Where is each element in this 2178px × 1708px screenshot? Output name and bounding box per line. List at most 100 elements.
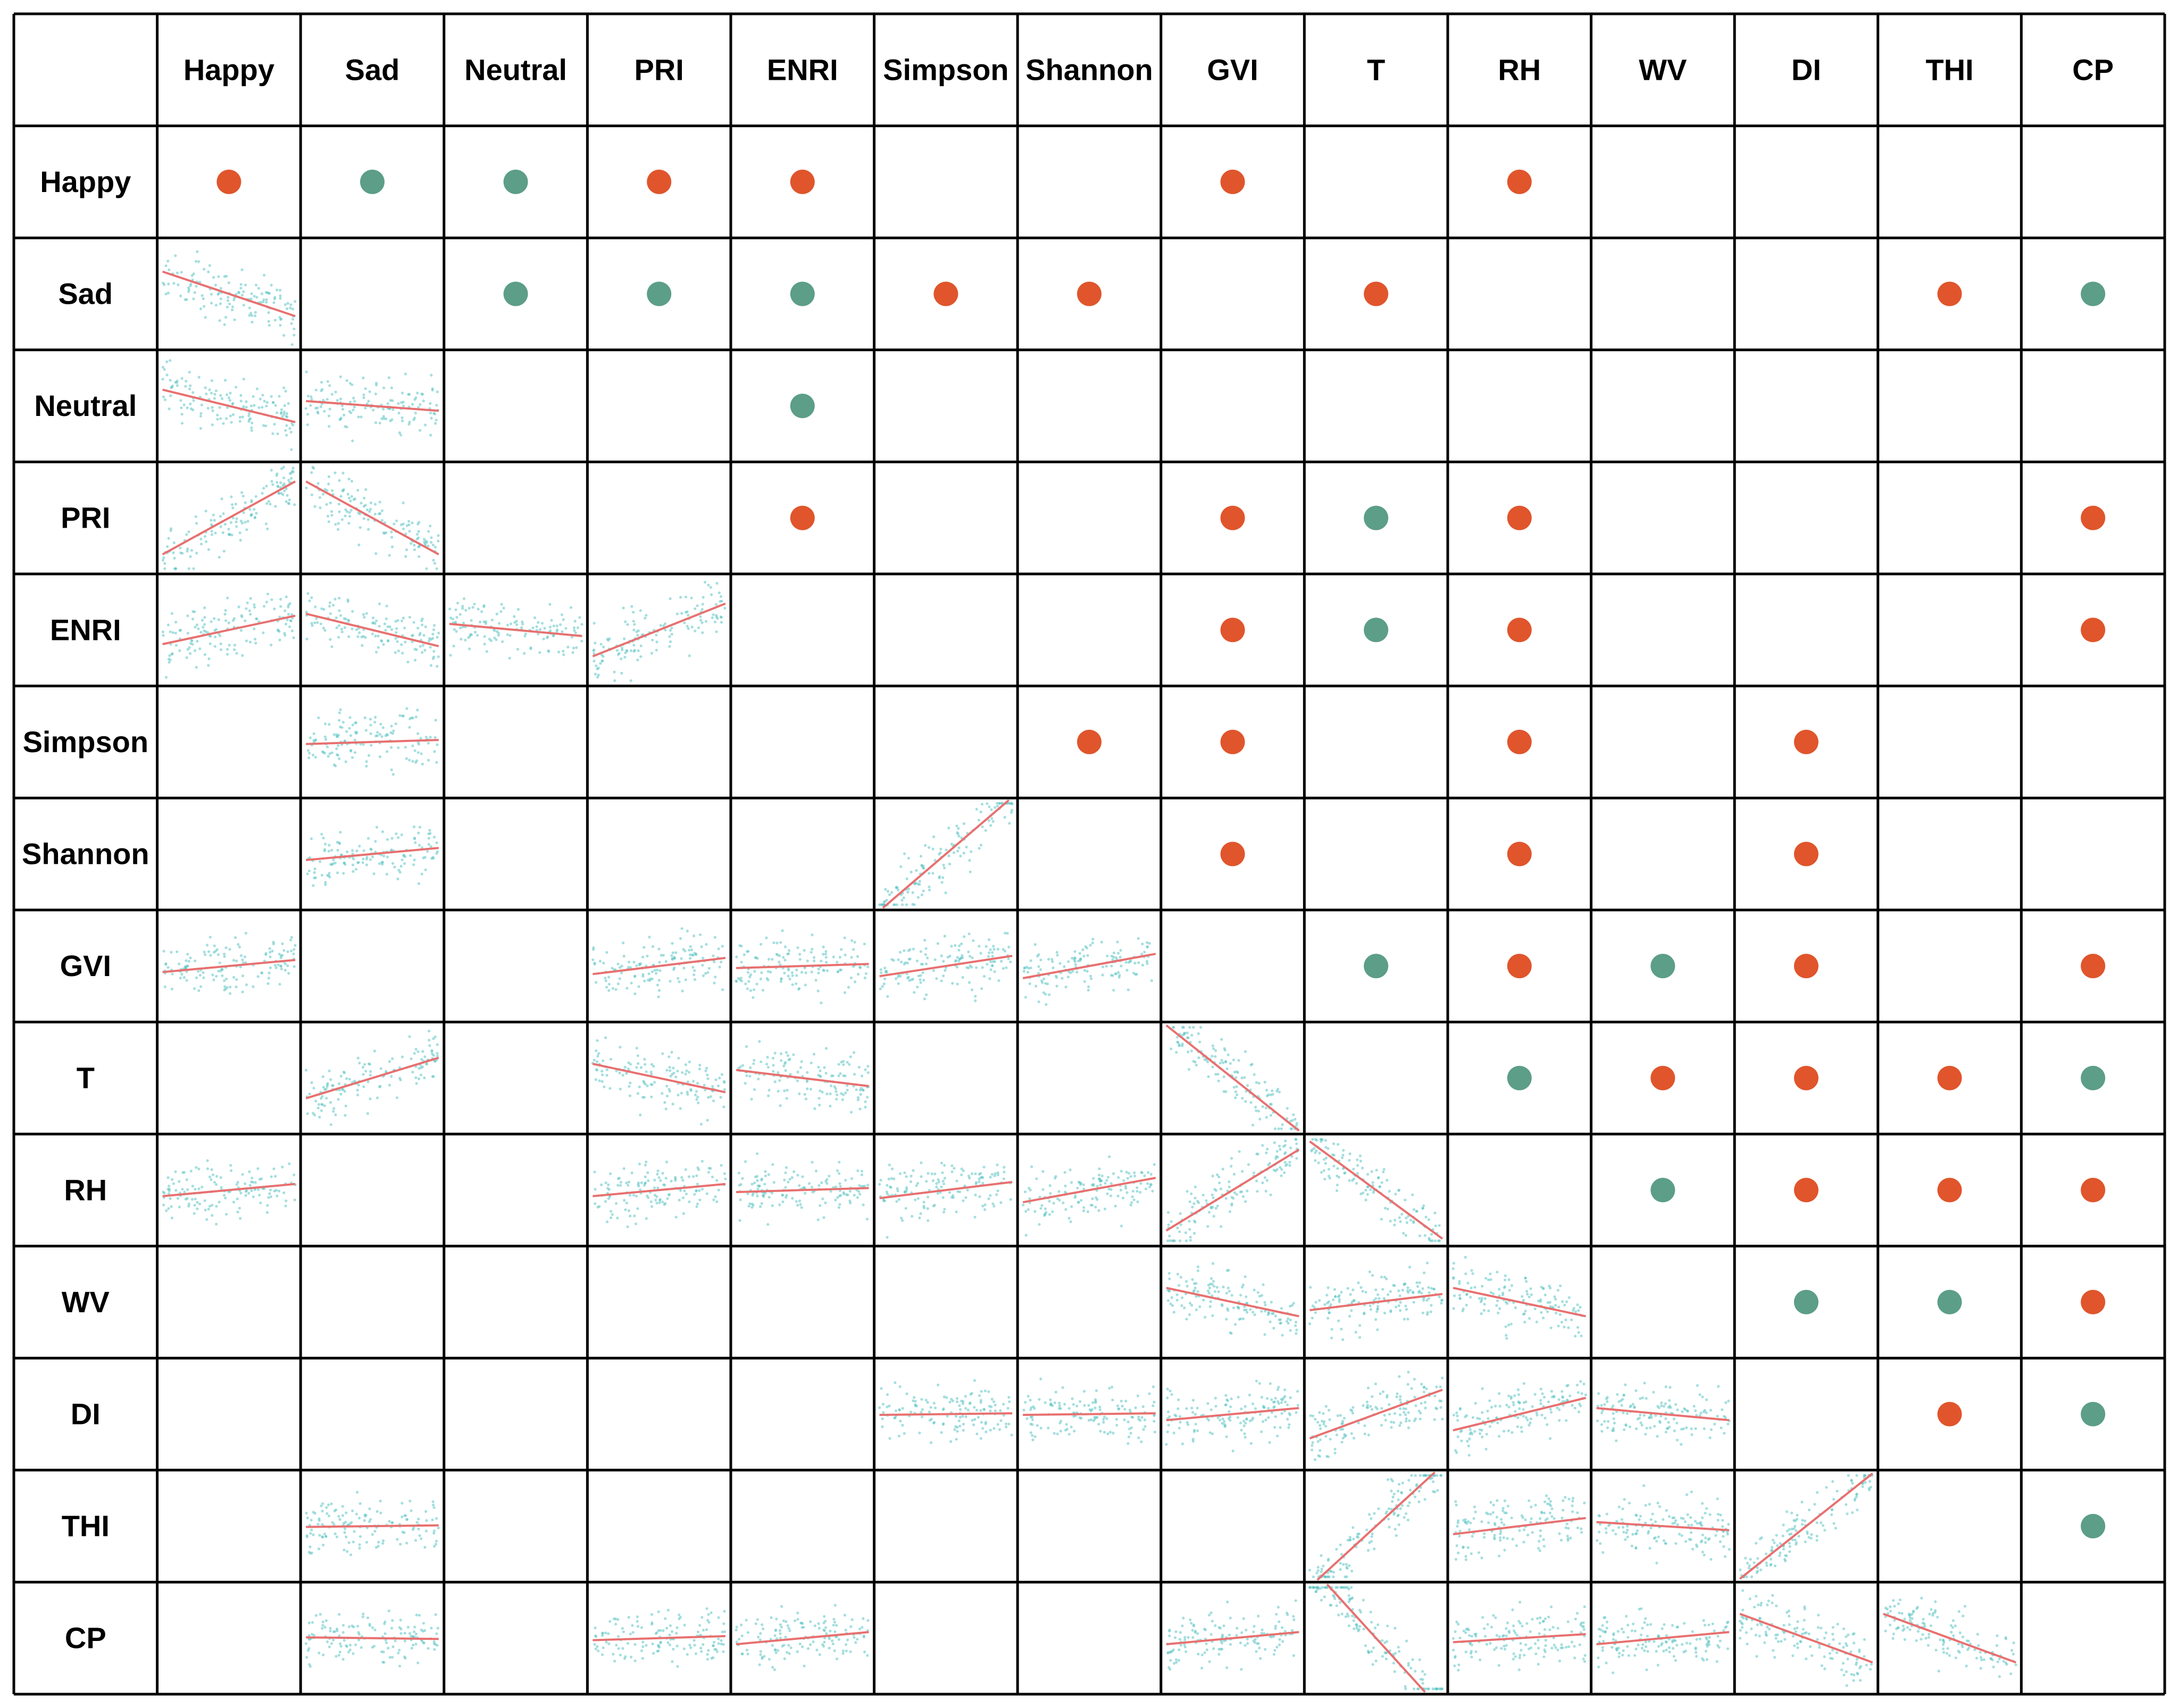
scatter-point — [1027, 1208, 1030, 1211]
scatter-point — [213, 1181, 216, 1184]
scatter-point — [1153, 1420, 1156, 1423]
scatter-point — [783, 1062, 787, 1065]
scatter-point — [230, 421, 233, 424]
scatter-point — [389, 731, 393, 734]
scatter-point — [842, 1093, 845, 1096]
scatter-point — [633, 1214, 636, 1218]
scatter-point — [219, 302, 222, 305]
scatter-point — [1099, 1430, 1102, 1433]
scatter-point — [1128, 1427, 1131, 1430]
scatter-point — [656, 1186, 660, 1189]
scatter-point — [380, 509, 384, 512]
scatter-point — [431, 1053, 434, 1056]
scatter-point — [1384, 1419, 1387, 1422]
scatter-point — [1120, 1399, 1123, 1403]
scatter-point — [1239, 1317, 1242, 1320]
scatter-point — [282, 413, 286, 416]
scatter-point — [836, 961, 839, 964]
scatter-point — [356, 635, 360, 638]
scatter-point — [427, 843, 430, 846]
scatter-point — [217, 618, 220, 621]
scatter-point — [1094, 1205, 1097, 1209]
scatter-point — [1149, 1183, 1153, 1186]
scatter-point — [896, 1189, 899, 1193]
scatter-point — [1143, 1418, 1146, 1421]
scatter-point — [174, 567, 178, 570]
scatter-point — [959, 854, 962, 857]
scatter-point — [785, 1097, 788, 1100]
scatter-point — [835, 1090, 838, 1093]
scatter-point — [169, 1197, 172, 1200]
scatter-point — [257, 406, 261, 409]
scatter-point — [1241, 1170, 1244, 1173]
scatter-point — [362, 613, 365, 616]
scatter-point — [1292, 1302, 1295, 1305]
scatter-point — [683, 1189, 686, 1193]
scatter-point — [328, 844, 331, 847]
scatter-point — [1273, 1141, 1276, 1144]
scatter-point — [681, 1196, 685, 1199]
scatter-point — [1116, 940, 1119, 944]
scatter-point — [1366, 1404, 1369, 1407]
scatter-point — [651, 638, 654, 641]
scatter-point — [850, 939, 854, 942]
scatter-point — [339, 614, 343, 617]
scatter-point — [239, 283, 243, 286]
scatter-point — [1061, 977, 1064, 980]
scatter-point — [1056, 954, 1059, 957]
scatter-point — [1254, 1105, 1257, 1109]
scatter-point — [374, 393, 378, 396]
scatter-point — [803, 1093, 806, 1096]
scatter-point — [937, 1178, 940, 1181]
scatter-point — [629, 1063, 632, 1066]
scatter-point — [327, 849, 330, 853]
scatter-point — [1082, 954, 1086, 957]
scatter-point — [1145, 960, 1148, 963]
scatter-point — [283, 632, 286, 635]
scatter-point — [962, 1400, 965, 1403]
scatter-point — [593, 1170, 596, 1173]
scatter-point — [404, 640, 407, 644]
scatter-point — [318, 496, 322, 499]
scatter-point — [189, 555, 192, 558]
scatter-point — [368, 390, 371, 393]
scatter-point — [178, 1205, 181, 1209]
scatter-panels — [161, 250, 2017, 1693]
scatter-point — [521, 622, 524, 626]
scatter-point — [940, 1185, 943, 1188]
scatter-point — [911, 891, 914, 894]
scatter-point — [249, 613, 252, 616]
scatter-point — [166, 623, 170, 627]
scatter-point — [1470, 1286, 1473, 1289]
scatter-point — [349, 509, 353, 512]
scatter-point — [199, 414, 202, 418]
scatter-point — [540, 622, 544, 625]
scatter-point — [886, 1193, 889, 1196]
scatter-point — [1198, 1040, 1201, 1044]
scatter-point — [207, 270, 210, 273]
scatter-point — [710, 593, 713, 596]
scatter-point — [962, 1429, 965, 1432]
scatter-point — [1383, 1414, 1386, 1417]
scatter-point — [1167, 1423, 1170, 1427]
scatter-point — [1086, 1210, 1090, 1213]
scatter-point — [595, 664, 598, 668]
scatter-point — [1188, 1228, 1191, 1231]
scatter-point — [1136, 1394, 1139, 1397]
scatter-point — [1407, 1426, 1410, 1429]
scatter-point — [677, 977, 680, 980]
scatter-point — [791, 974, 794, 977]
scatter-point — [269, 1188, 272, 1192]
scatter-point — [707, 1171, 711, 1174]
scatter-point — [926, 1401, 929, 1404]
scatter-point — [564, 627, 568, 630]
scatter-point — [361, 861, 364, 864]
scatter-point — [704, 620, 707, 623]
scatter-point — [680, 1176, 683, 1179]
scatter-point — [1407, 1291, 1410, 1294]
fit-line — [306, 739, 439, 745]
scatter-point — [765, 1062, 769, 1066]
scatter-point — [419, 632, 422, 635]
scatter-point — [254, 641, 257, 645]
scatter-point — [1168, 1277, 1171, 1280]
